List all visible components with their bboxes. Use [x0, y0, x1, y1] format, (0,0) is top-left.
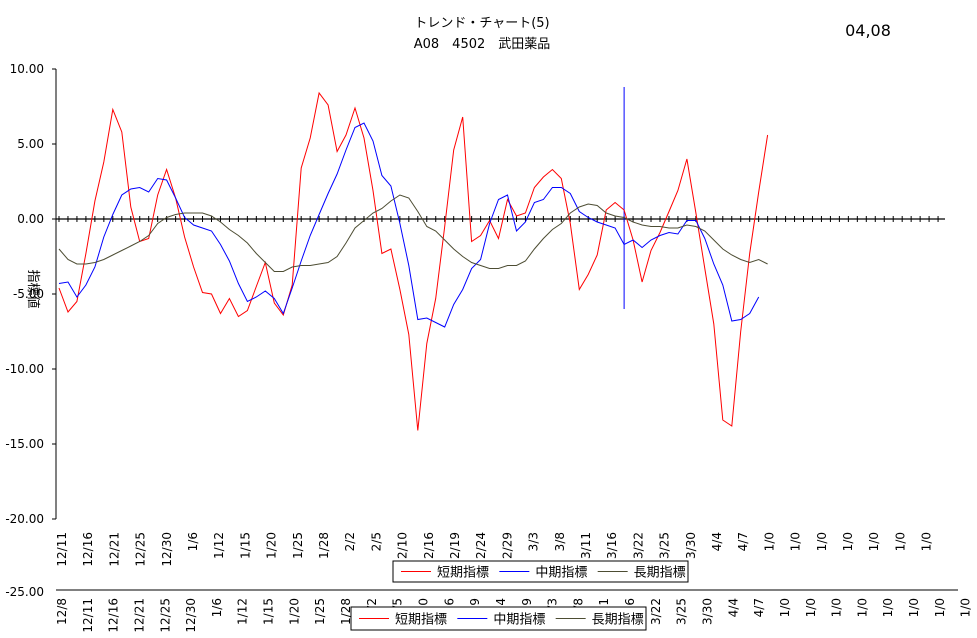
x-tick-label-upper: 1/0: [762, 532, 776, 551]
x-tick-label-upper: 1/0: [841, 532, 855, 551]
x-tick-label-upper: 12/16: [81, 532, 95, 567]
y-axis-label: 指標値: [25, 269, 41, 308]
x-tick-label-upper: 3/16: [605, 532, 619, 559]
legend-label-short: 短期指標: [395, 613, 447, 628]
x-tick-label-upper: 3/30: [684, 532, 698, 559]
x-tick-label-upper: 1/0: [789, 532, 803, 551]
x-tick-label-lower: 1/0: [907, 598, 921, 617]
x-tick-label-lower: 1/0: [804, 598, 818, 617]
x-tick-label-upper: 12/25: [134, 532, 148, 567]
x-tick-label-upper: 1/6: [186, 532, 200, 551]
x-tick-label-lower: 1/0: [959, 598, 973, 617]
x-tick-label-lower: 12/21: [132, 598, 146, 633]
x-tick-label-lower: 1/15: [262, 598, 276, 625]
legend-label-short: 短期指標: [437, 566, 489, 581]
x-tick-label-lower: 1/6: [210, 598, 224, 617]
x-tick-label-upper: 2/2: [343, 532, 357, 551]
x-tick-label-lower: 1/20: [287, 598, 301, 625]
x-tick-label-upper: 1/28: [317, 532, 331, 559]
x-tick-label-lower: 3/30: [701, 598, 715, 625]
x-tick-label-upper: 4/4: [710, 532, 724, 551]
x-tick-label-upper: 1/25: [291, 532, 305, 559]
y-tick-label: -15.00: [5, 437, 44, 451]
x-tick-label-lower: 4/7: [752, 598, 766, 617]
x-tick-label-upper: 1/15: [238, 532, 252, 559]
x-tick-label-upper: 3/3: [527, 532, 541, 551]
y-tick-label: 5.00: [17, 137, 44, 151]
x-tick-label-upper: 12/11: [55, 532, 69, 567]
chart-marks: [58, 87, 769, 431]
x-tick-label-lower: 3/22: [649, 598, 663, 625]
x-tick-label-lower: 12/25: [158, 598, 172, 633]
legend-lower: 短期指標 中期指標 長期指標: [350, 606, 647, 631]
x-tick-label-upper: 2/29: [500, 532, 514, 559]
x-tick-label-upper: 3/11: [579, 532, 593, 559]
x-tick-label-upper: 4/7: [736, 532, 750, 551]
y-tick-label: 10.00: [10, 62, 44, 76]
x-tick-label-lower: 12/16: [107, 598, 121, 633]
x-tick-label-upper: 3/25: [658, 532, 672, 559]
x-tick-label-upper: 1/12: [212, 532, 226, 559]
x-tick-label-lower: 3/25: [675, 598, 689, 625]
legend-box: [350, 606, 647, 631]
y-tick-label: -10.00: [5, 362, 44, 376]
legend-upper: 短期指標 中期指標 長期指標: [392, 560, 689, 583]
y-tick-label: 0.00: [17, 212, 44, 226]
x-tick-label-lower: 1/28: [339, 598, 353, 625]
x-tick-label-upper: 3/22: [631, 532, 645, 559]
x-tick-label-upper: 2/24: [474, 532, 488, 559]
x-tick-label-lower: 1/0: [881, 598, 895, 617]
series-line-short: [58, 91, 769, 431]
x-tick-label-lower: 12/8: [55, 598, 69, 625]
legend-label-mid: 中期指標: [493, 613, 545, 628]
x-tick-label-upper: 2/19: [448, 532, 462, 559]
legend-box: [392, 560, 689, 583]
x-tick-label-lower: 1/0: [933, 598, 947, 617]
x-tick-label-lower: 4/4: [726, 598, 740, 617]
y-tick-label: -5.00: [13, 287, 44, 301]
x-tick-label-lower: 1/0: [830, 598, 844, 617]
legend-label-long: 長期指標: [634, 566, 686, 581]
x-tick-label-upper: 2/10: [396, 532, 410, 559]
legend-label-long: 長期指標: [592, 613, 644, 628]
y-tick-label-extra: -25.00: [5, 585, 44, 599]
x-tick-label-lower: 12/30: [184, 598, 198, 633]
legend-label-mid: 中期指標: [535, 566, 587, 581]
x-tick-label-upper: 12/30: [160, 532, 174, 567]
series-line-mid: [58, 122, 760, 328]
x-tick-label-lower: 1/0: [855, 598, 869, 617]
x-tick-label-lower: 1/12: [236, 598, 250, 625]
chart-title: トレンド・チャート(5): [414, 16, 549, 31]
x-tick-label-upper: 1/0: [815, 532, 829, 551]
x-tick-label-upper: 1/0: [920, 532, 934, 551]
x-tick-label-upper: 1/20: [265, 532, 279, 559]
x-tick-label-upper: 1/0: [867, 532, 881, 551]
x-tick-label-lower: 1/0: [778, 598, 792, 617]
x-tick-label-upper: 12/21: [107, 532, 121, 567]
x-tick-label-lower: 12/11: [81, 598, 95, 633]
axes: 10.00 5.00 0.00 -5.00 -10.00 -15.00 -20.00 -25.…: [5, 62, 972, 633]
title-group: トレンド・チャート(5) A08 4502 武田薬品 04,08: [414, 16, 891, 52]
series-line-long: [58, 194, 768, 272]
x-tick-label-upper: 3/8: [553, 532, 567, 551]
y-tick-label: -20.00: [5, 512, 44, 526]
chart-subtitle: A08 4502 武田薬品: [414, 37, 551, 52]
x-tick-label-upper: 2/16: [422, 532, 436, 559]
corner-label: 04,08: [845, 21, 891, 40]
x-tick-label-lower: 1/25: [313, 598, 327, 625]
x-tick-label-upper: 2/5: [369, 532, 383, 551]
x-tick-label-upper: 1/0: [893, 532, 907, 551]
